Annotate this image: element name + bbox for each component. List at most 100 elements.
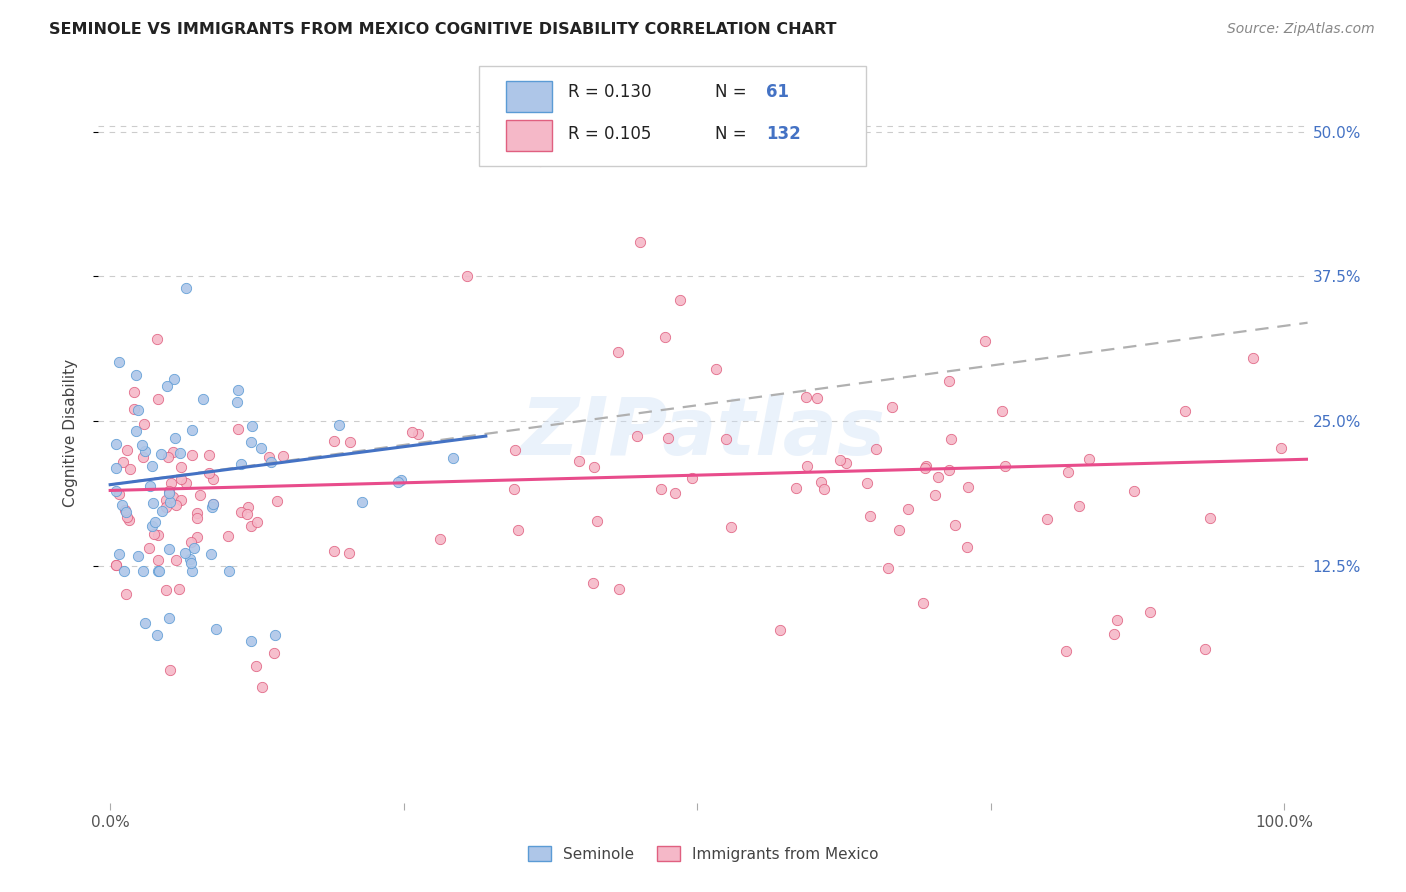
Point bbox=[654, 330, 676, 344]
Text: SEMINOLE VS IMMIGRANTS FROM MEXICO COGNITIVE DISABILITY CORRELATION CHART: SEMINOLE VS IMMIGRANTS FROM MEXICO COGNI… bbox=[49, 22, 837, 37]
Point bbox=[105, 558, 128, 573]
Point bbox=[180, 535, 202, 549]
Point bbox=[236, 500, 259, 514]
Point bbox=[132, 417, 155, 432]
Point bbox=[193, 392, 215, 407]
Point bbox=[165, 431, 187, 445]
Point bbox=[328, 417, 350, 432]
Point bbox=[188, 488, 211, 502]
Point bbox=[322, 543, 344, 558]
Point bbox=[389, 474, 412, 488]
Point bbox=[166, 498, 188, 512]
Point bbox=[201, 473, 224, 487]
Point bbox=[650, 482, 672, 496]
Point bbox=[339, 435, 361, 450]
Point bbox=[806, 391, 828, 405]
Point bbox=[108, 547, 131, 561]
Point bbox=[263, 646, 285, 660]
Point bbox=[134, 616, 156, 631]
Point bbox=[231, 505, 253, 519]
Point bbox=[226, 384, 249, 398]
Text: R = 0.130: R = 0.130 bbox=[568, 83, 651, 101]
Point bbox=[105, 484, 128, 499]
Point bbox=[1139, 605, 1161, 619]
Point bbox=[122, 384, 145, 399]
Point bbox=[148, 565, 170, 579]
Point bbox=[239, 519, 262, 533]
Point bbox=[1270, 441, 1292, 455]
Point bbox=[218, 565, 240, 579]
Point bbox=[1036, 512, 1059, 526]
Point bbox=[456, 269, 478, 284]
Point bbox=[865, 442, 887, 457]
Point bbox=[157, 483, 180, 498]
Point bbox=[704, 362, 727, 376]
Point bbox=[155, 583, 177, 598]
Point bbox=[179, 551, 201, 566]
Point bbox=[105, 437, 128, 451]
Point bbox=[927, 470, 949, 484]
Point bbox=[974, 334, 997, 348]
Point bbox=[1056, 465, 1078, 479]
Point bbox=[914, 461, 936, 475]
Point bbox=[146, 553, 169, 567]
Point bbox=[1194, 642, 1216, 657]
Point bbox=[143, 527, 166, 541]
Point bbox=[859, 508, 882, 523]
Point bbox=[835, 457, 858, 471]
Point bbox=[240, 419, 263, 434]
Point bbox=[938, 463, 960, 477]
Point bbox=[124, 401, 146, 416]
Point bbox=[956, 540, 979, 554]
Point bbox=[165, 553, 187, 567]
Point bbox=[157, 486, 180, 500]
Point bbox=[162, 445, 184, 459]
Point bbox=[138, 479, 160, 493]
Point bbox=[720, 519, 742, 533]
Text: R = 0.105: R = 0.105 bbox=[568, 125, 651, 144]
Point bbox=[186, 530, 208, 544]
Point bbox=[246, 515, 269, 529]
Point bbox=[607, 582, 630, 596]
Point bbox=[186, 506, 208, 520]
Point bbox=[148, 528, 170, 542]
Point bbox=[226, 422, 249, 436]
Text: N =: N = bbox=[716, 125, 752, 144]
Point bbox=[169, 446, 191, 460]
Point bbox=[146, 565, 169, 579]
Point bbox=[157, 610, 180, 624]
Point bbox=[155, 500, 177, 514]
Point bbox=[143, 515, 166, 529]
Point bbox=[170, 492, 193, 507]
Point bbox=[785, 481, 807, 495]
Point bbox=[657, 431, 679, 445]
Point bbox=[180, 449, 202, 463]
Point bbox=[408, 426, 430, 441]
Point bbox=[118, 513, 141, 527]
Point bbox=[1123, 483, 1146, 498]
Point bbox=[111, 499, 134, 513]
Text: Source: ZipAtlas.com: Source: ZipAtlas.com bbox=[1227, 22, 1375, 37]
Bar bbox=[506, 120, 551, 152]
Point bbox=[138, 541, 160, 555]
Point bbox=[429, 532, 451, 546]
Point bbox=[503, 442, 526, 457]
Point bbox=[855, 476, 877, 491]
Point bbox=[160, 476, 183, 491]
Point bbox=[132, 450, 155, 464]
Point bbox=[1054, 644, 1077, 658]
Point bbox=[180, 556, 202, 570]
Point bbox=[882, 401, 904, 415]
Point bbox=[159, 495, 181, 509]
Point bbox=[118, 462, 141, 476]
Point bbox=[245, 659, 267, 673]
Point bbox=[796, 458, 818, 473]
Point bbox=[156, 379, 179, 393]
Point bbox=[163, 372, 186, 386]
Point bbox=[257, 450, 280, 465]
Point bbox=[105, 460, 128, 475]
Point bbox=[156, 450, 179, 464]
Y-axis label: Cognitive Disability: Cognitive Disability bbox=[63, 359, 77, 507]
Point bbox=[115, 442, 138, 457]
Point bbox=[167, 582, 190, 596]
